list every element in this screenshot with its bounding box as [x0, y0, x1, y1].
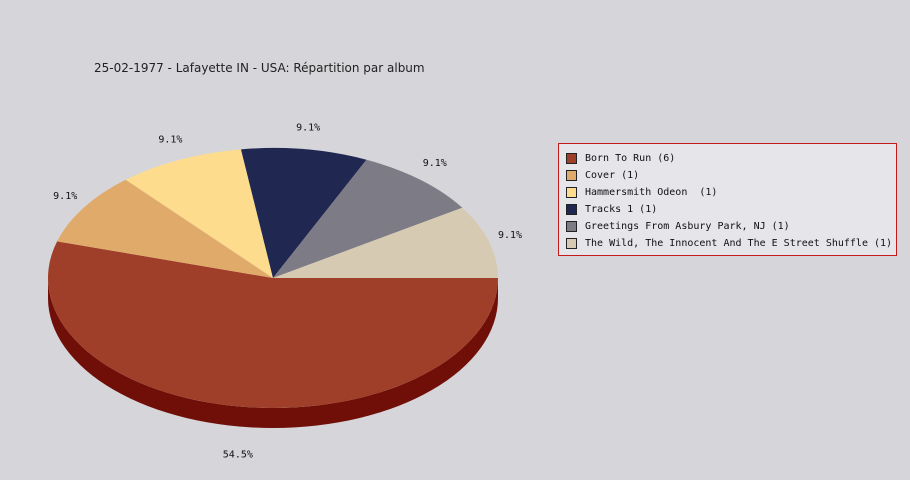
legend-swatch — [566, 187, 577, 198]
slice-percent-label: 9.1% — [53, 191, 77, 202]
legend-swatch — [566, 153, 577, 164]
legend-swatch — [566, 204, 577, 215]
legend-item: Greetings From Asbury Park, NJ (1) — [566, 218, 896, 235]
slice-percent-label: 54.5% — [223, 449, 253, 460]
chart-title: 25-02-1977 - Lafayette IN - USA: Réparti… — [94, 61, 425, 75]
pie-slice-greetings-from-asbury-park-nj-1 — [273, 159, 463, 278]
slice-percent-label: 9.1% — [158, 135, 182, 146]
slice-percent-label: 9.1% — [498, 230, 522, 241]
pie-slice-hammersmith-odeon-1 — [125, 149, 273, 278]
legend-label: Tracks 1 (1) — [585, 204, 658, 215]
legend-item: Cover (1) — [566, 167, 896, 184]
pie-slice-tracks-1-1 — [240, 148, 367, 278]
legend-item: The Wild, The Innocent And The E Street … — [566, 235, 896, 252]
legend-item: Born To Run (6) — [566, 150, 896, 167]
legend-item: Tracks 1 (1) — [566, 201, 896, 218]
legend-swatch — [566, 221, 577, 232]
pie-slice-the-wild-the-innocent-and-the-e-street-shuffle-1 — [273, 207, 498, 278]
pie-top-group — [47, 148, 499, 409]
legend-item: Hammersmith Odeon (1) — [566, 184, 896, 201]
legend-swatch — [566, 170, 577, 181]
legend-label: Hammersmith Odeon (1) — [585, 187, 718, 198]
pie-slice-cover-1 — [57, 179, 274, 278]
slice-percent-label: 9.1% — [296, 123, 320, 134]
legend-swatch — [566, 238, 577, 249]
legend-label: Cover (1) — [585, 170, 640, 181]
pie-slice-born-to-run-6 — [47, 241, 499, 409]
pie-labels-group: 54.5% 9.1% 9.1% 9.1% 9.1% 9.1% — [53, 123, 522, 461]
legend-label: Born To Run (6) — [585, 153, 676, 164]
legend-label: The Wild, The Innocent And The E Street … — [585, 238, 893, 249]
slice-percent-label: 9.1% — [423, 158, 447, 169]
legend: Born To Run (6) Cover (1) Hammersmith Odeo… — [558, 143, 897, 256]
legend-label: Greetings From Asbury Park, NJ (1) — [585, 221, 790, 232]
